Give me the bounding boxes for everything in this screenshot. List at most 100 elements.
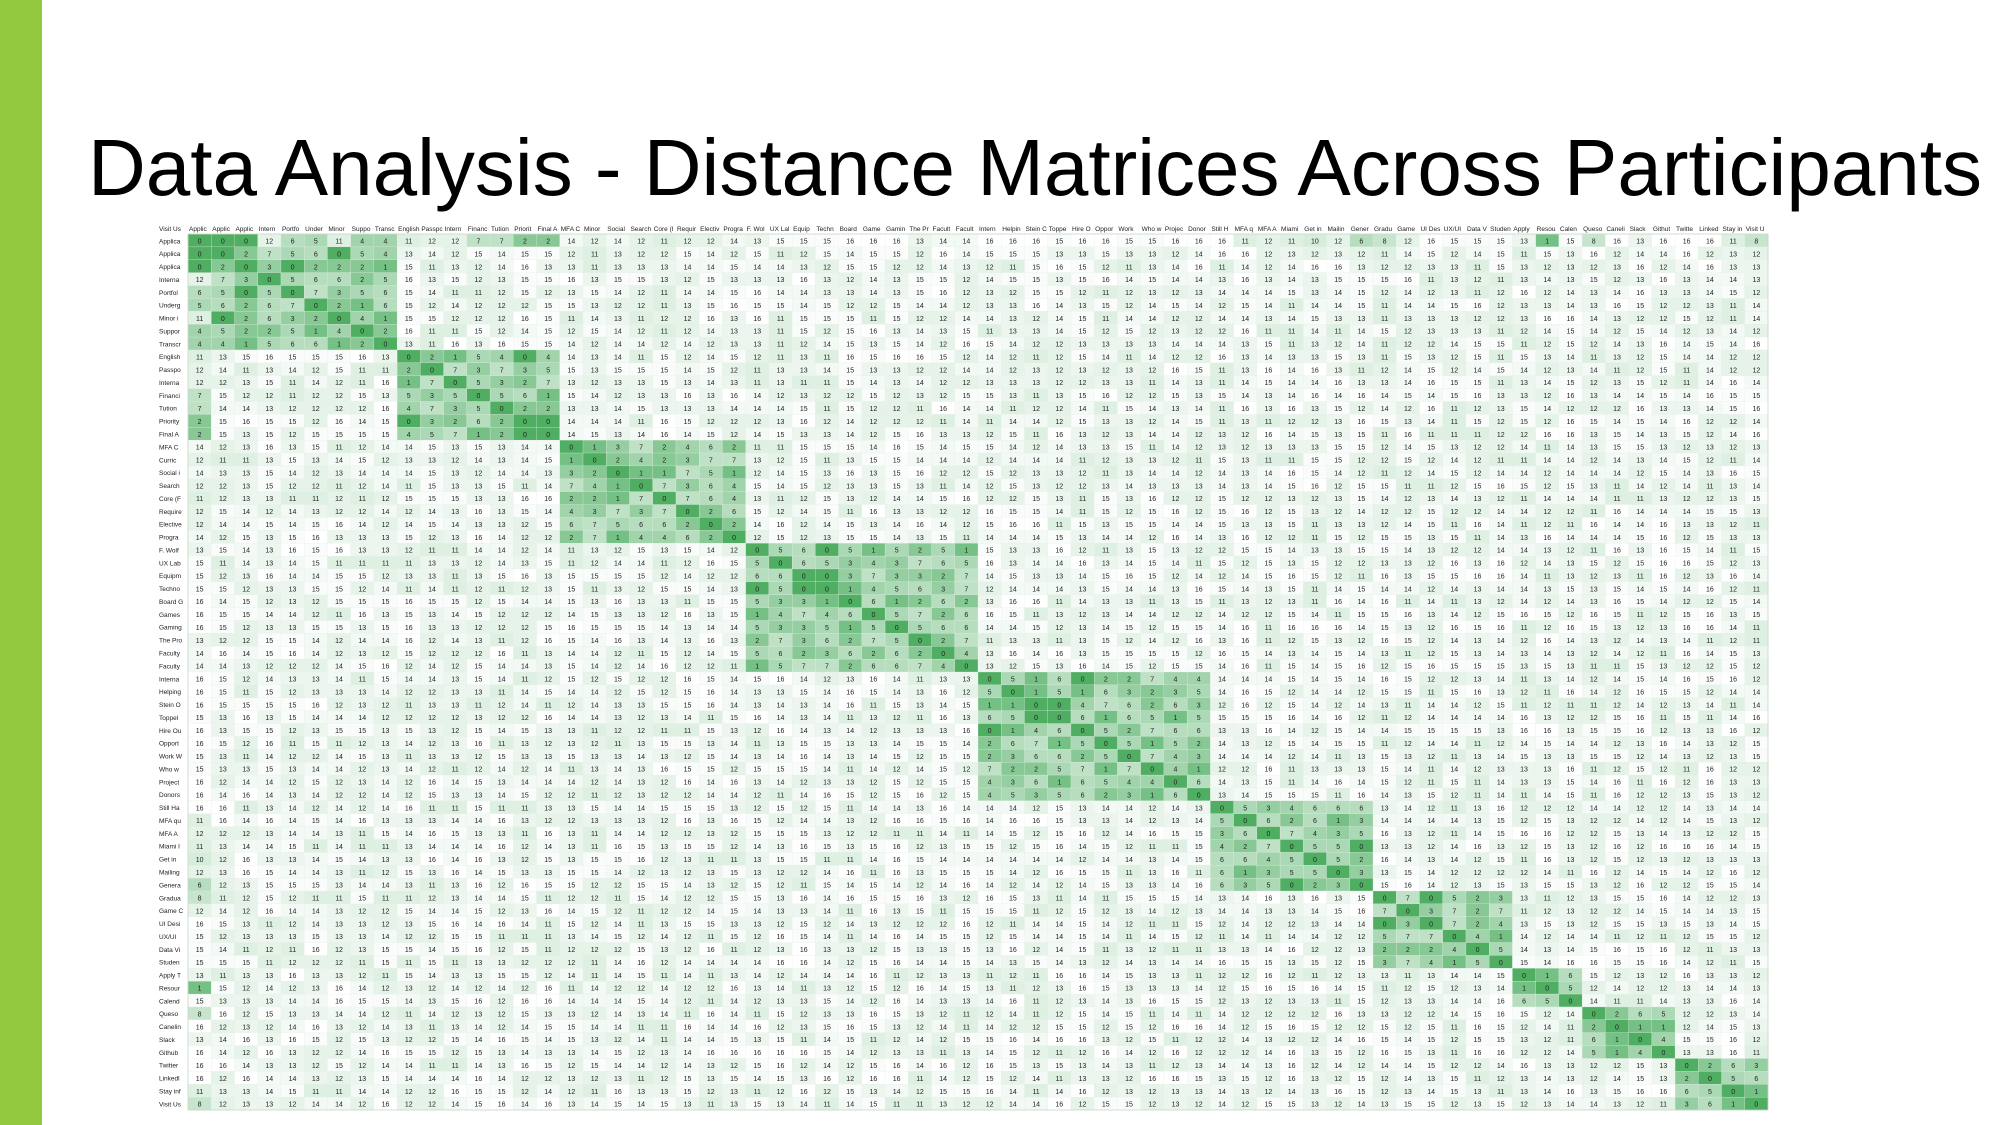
column-label: Hire O	[1072, 226, 1091, 233]
cell-value: 13	[1567, 264, 1575, 271]
cell-value: 12	[1404, 239, 1412, 246]
cell-value: 16	[1102, 239, 1110, 246]
row-label: Tution	[159, 406, 177, 413]
cell-value: 14	[614, 239, 622, 246]
cell-value: 12	[1660, 264, 1668, 271]
row-label: Project	[159, 779, 179, 786]
cell-value: 16	[521, 264, 529, 271]
row-label: Search	[159, 483, 180, 490]
cell-value: 13	[637, 264, 645, 271]
row-label: MFA qu	[159, 818, 181, 825]
cell-value: 16	[1613, 239, 1621, 246]
cell-value: 15	[1497, 264, 1505, 271]
cell-value: 13	[800, 264, 808, 271]
column-label: Studen	[1490, 226, 1511, 233]
row-label: Curric	[159, 457, 177, 464]
column-label: Electiv	[700, 226, 720, 233]
cell-value: 15	[544, 277, 552, 284]
row-label: Work W	[159, 754, 183, 761]
cell-value: 15	[777, 239, 785, 246]
cell-value: 12	[1590, 264, 1598, 271]
cell-value: 12	[823, 264, 831, 271]
row-label: MFA C	[159, 444, 179, 451]
column-label: English	[398, 226, 420, 233]
row-label: Underg	[159, 303, 181, 310]
cell-value: 15	[1543, 251, 1551, 258]
cell-value: 13	[544, 264, 552, 271]
cell-value: 14	[730, 239, 738, 246]
cell-value: 11	[777, 251, 784, 258]
row-label: Board G	[159, 599, 183, 606]
cell-value: 14	[1660, 251, 1668, 258]
cell-value: 12	[591, 239, 599, 246]
cell-value: 3	[244, 277, 248, 284]
row-label: Donors	[159, 792, 181, 799]
row-label: Core (F	[159, 496, 181, 503]
column-label: The Pr	[909, 226, 929, 233]
row-label: Get in	[159, 857, 177, 864]
cell-value: 12	[1334, 239, 1342, 246]
cell-value: 16	[1055, 264, 1063, 271]
cell-value: 15	[1125, 239, 1133, 246]
cell-value: 10	[1311, 239, 1319, 246]
cell-value: 12	[1404, 264, 1412, 271]
row-label: Techno	[159, 586, 180, 593]
cell-value: 14	[939, 264, 947, 271]
cell-value: 16	[1660, 239, 1668, 246]
row-label: UX Lab	[159, 560, 181, 567]
cell-value: 15	[637, 277, 645, 284]
cell-value: 7	[221, 277, 225, 284]
cell-value: 11	[1288, 239, 1295, 246]
cell-value: 12	[567, 251, 575, 258]
column-label: Core (I	[654, 226, 674, 233]
column-label: Priorit	[514, 226, 531, 233]
cell-value: 15	[1450, 239, 1458, 246]
row-label: Hire Ou	[159, 728, 182, 735]
cell-value: 12	[800, 251, 808, 258]
cell-value: 14	[498, 251, 506, 258]
cell-value: 12	[707, 239, 715, 246]
cell-value: 12	[451, 239, 459, 246]
cell-value: 2	[221, 264, 225, 271]
column-label: Under	[305, 226, 324, 233]
cell-value: 11	[1242, 239, 1249, 246]
cell-value: 13	[1079, 251, 1087, 258]
column-label: Minor	[584, 226, 601, 233]
cell-value: 12	[265, 239, 273, 246]
cell-value: 0	[291, 264, 295, 271]
row-label: Social i	[159, 470, 180, 477]
cell-value: 16	[1636, 264, 1644, 271]
column-label: Social	[607, 226, 625, 233]
cell-value: 16	[1032, 239, 1040, 246]
column-label: Applic	[189, 226, 207, 233]
cell-value: 16	[870, 239, 878, 246]
cell-value: 14	[962, 251, 970, 258]
cell-value: 12	[684, 277, 692, 284]
cell-value: 14	[707, 251, 715, 258]
row-label: Games	[159, 612, 181, 619]
cell-value: 15	[823, 239, 831, 246]
cell-value: 14	[1195, 251, 1203, 258]
cell-value: 0	[267, 277, 271, 284]
cell-value: 15	[684, 251, 692, 258]
column-label: Gradu	[1374, 226, 1392, 233]
cell-value: 13	[1729, 264, 1737, 271]
row-label: Financi	[159, 393, 180, 400]
row-label: Twitter	[159, 1063, 179, 1070]
cell-value: 15	[1497, 239, 1505, 246]
cell-value: 14	[1172, 264, 1180, 271]
column-label: Intern	[979, 226, 996, 233]
row-label: Equipm	[159, 573, 181, 580]
cell-value: 12	[475, 277, 483, 284]
row-label: Linkedl	[159, 1076, 180, 1083]
cell-value: 16	[1311, 264, 1319, 271]
cell-value: 8	[1592, 239, 1596, 246]
cell-value: 16	[846, 239, 854, 246]
cell-value: 4	[384, 239, 388, 246]
row-label: Resour	[159, 985, 181, 992]
row-label: Opport	[159, 741, 179, 748]
row-label: Interna	[159, 676, 180, 683]
cell-value: 12	[451, 251, 459, 258]
row-labels: ApplicaApplicaApplicaInternaPortfolUnder…	[159, 238, 184, 1108]
cell-value: 14	[1288, 264, 1296, 271]
